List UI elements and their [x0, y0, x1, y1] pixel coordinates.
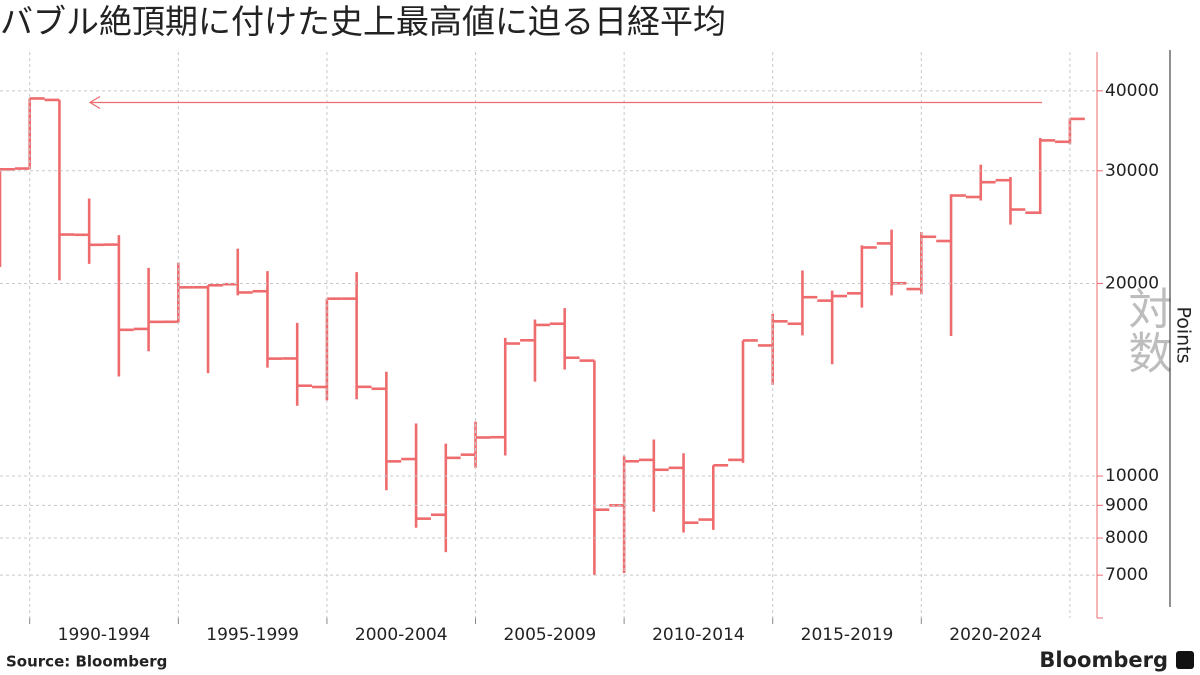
y-tick-label: 10000	[1105, 466, 1159, 486]
y-axis-label: Points	[1173, 306, 1195, 363]
y-tick-label: 40000	[1105, 81, 1159, 101]
y-tick-label: 9000	[1105, 495, 1148, 515]
x-tick-label: 1995-1999	[206, 625, 299, 645]
y-tick-label: 8000	[1105, 528, 1148, 548]
y-tick-label: 7000	[1105, 565, 1148, 585]
x-tick-label: 2005-2009	[503, 625, 596, 645]
x-tick-label: 2015-2019	[801, 625, 894, 645]
y-tick-label: 30000	[1105, 161, 1159, 181]
source: Source: Bloomberg	[6, 653, 167, 671]
x-tick-label: 1990-1994	[58, 625, 151, 645]
arrow-head	[88, 95, 101, 109]
y-tick-label: 20000	[1105, 273, 1159, 293]
x-tick-label: 2010-2014	[652, 625, 745, 645]
chart-title: バブル絶頂期に付けた史上最高値に迫る日経平均	[0, 2, 726, 41]
x-tick-label: 2020-2024	[949, 625, 1042, 645]
brand-icon	[1176, 651, 1194, 669]
brand: Bloomberg	[1039, 648, 1168, 672]
plot	[0, 97, 1085, 576]
scale-note: 対数	[1121, 286, 1172, 374]
x-tick-label: 2000-2004	[355, 625, 448, 645]
